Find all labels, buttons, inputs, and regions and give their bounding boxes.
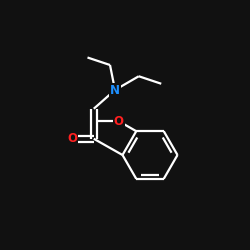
Text: O: O — [68, 132, 78, 145]
Text: O: O — [114, 115, 124, 128]
Text: N: N — [110, 84, 120, 96]
